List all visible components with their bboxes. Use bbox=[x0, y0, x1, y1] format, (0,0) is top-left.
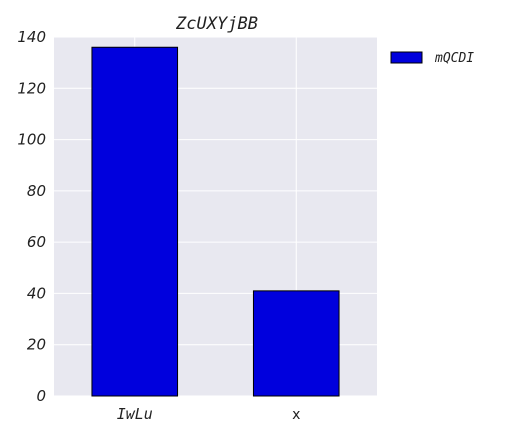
y-tick-label: 20 bbox=[27, 336, 46, 354]
legend: mQCDI bbox=[390, 51, 474, 66]
bar-x bbox=[252, 290, 340, 397]
bar-IwLu bbox=[91, 46, 179, 397]
x-tick-label: x bbox=[292, 407, 300, 423]
y-tick-label: 60 bbox=[27, 233, 46, 251]
y-tick-label: 100 bbox=[17, 131, 46, 149]
y-tick-label: 80 bbox=[27, 182, 46, 200]
y-tick-label: 140 bbox=[17, 28, 46, 46]
y-tick-label: 40 bbox=[27, 284, 46, 302]
x-tick-label: IwLu bbox=[117, 405, 153, 423]
chart-title: ZcUXYjBB bbox=[175, 14, 258, 34]
y-tick-label: 0 bbox=[36, 387, 46, 405]
y-tick-label: 120 bbox=[17, 79, 46, 97]
x-axis-ticks: IwLu x bbox=[117, 405, 301, 423]
bars bbox=[91, 46, 340, 397]
y-axis-ticks: 0 20 40 60 80 100 120 140 bbox=[17, 28, 46, 405]
legend-label-mQCDI: mQCDI bbox=[434, 51, 474, 66]
legend-swatch-mQCDI bbox=[390, 51, 423, 64]
